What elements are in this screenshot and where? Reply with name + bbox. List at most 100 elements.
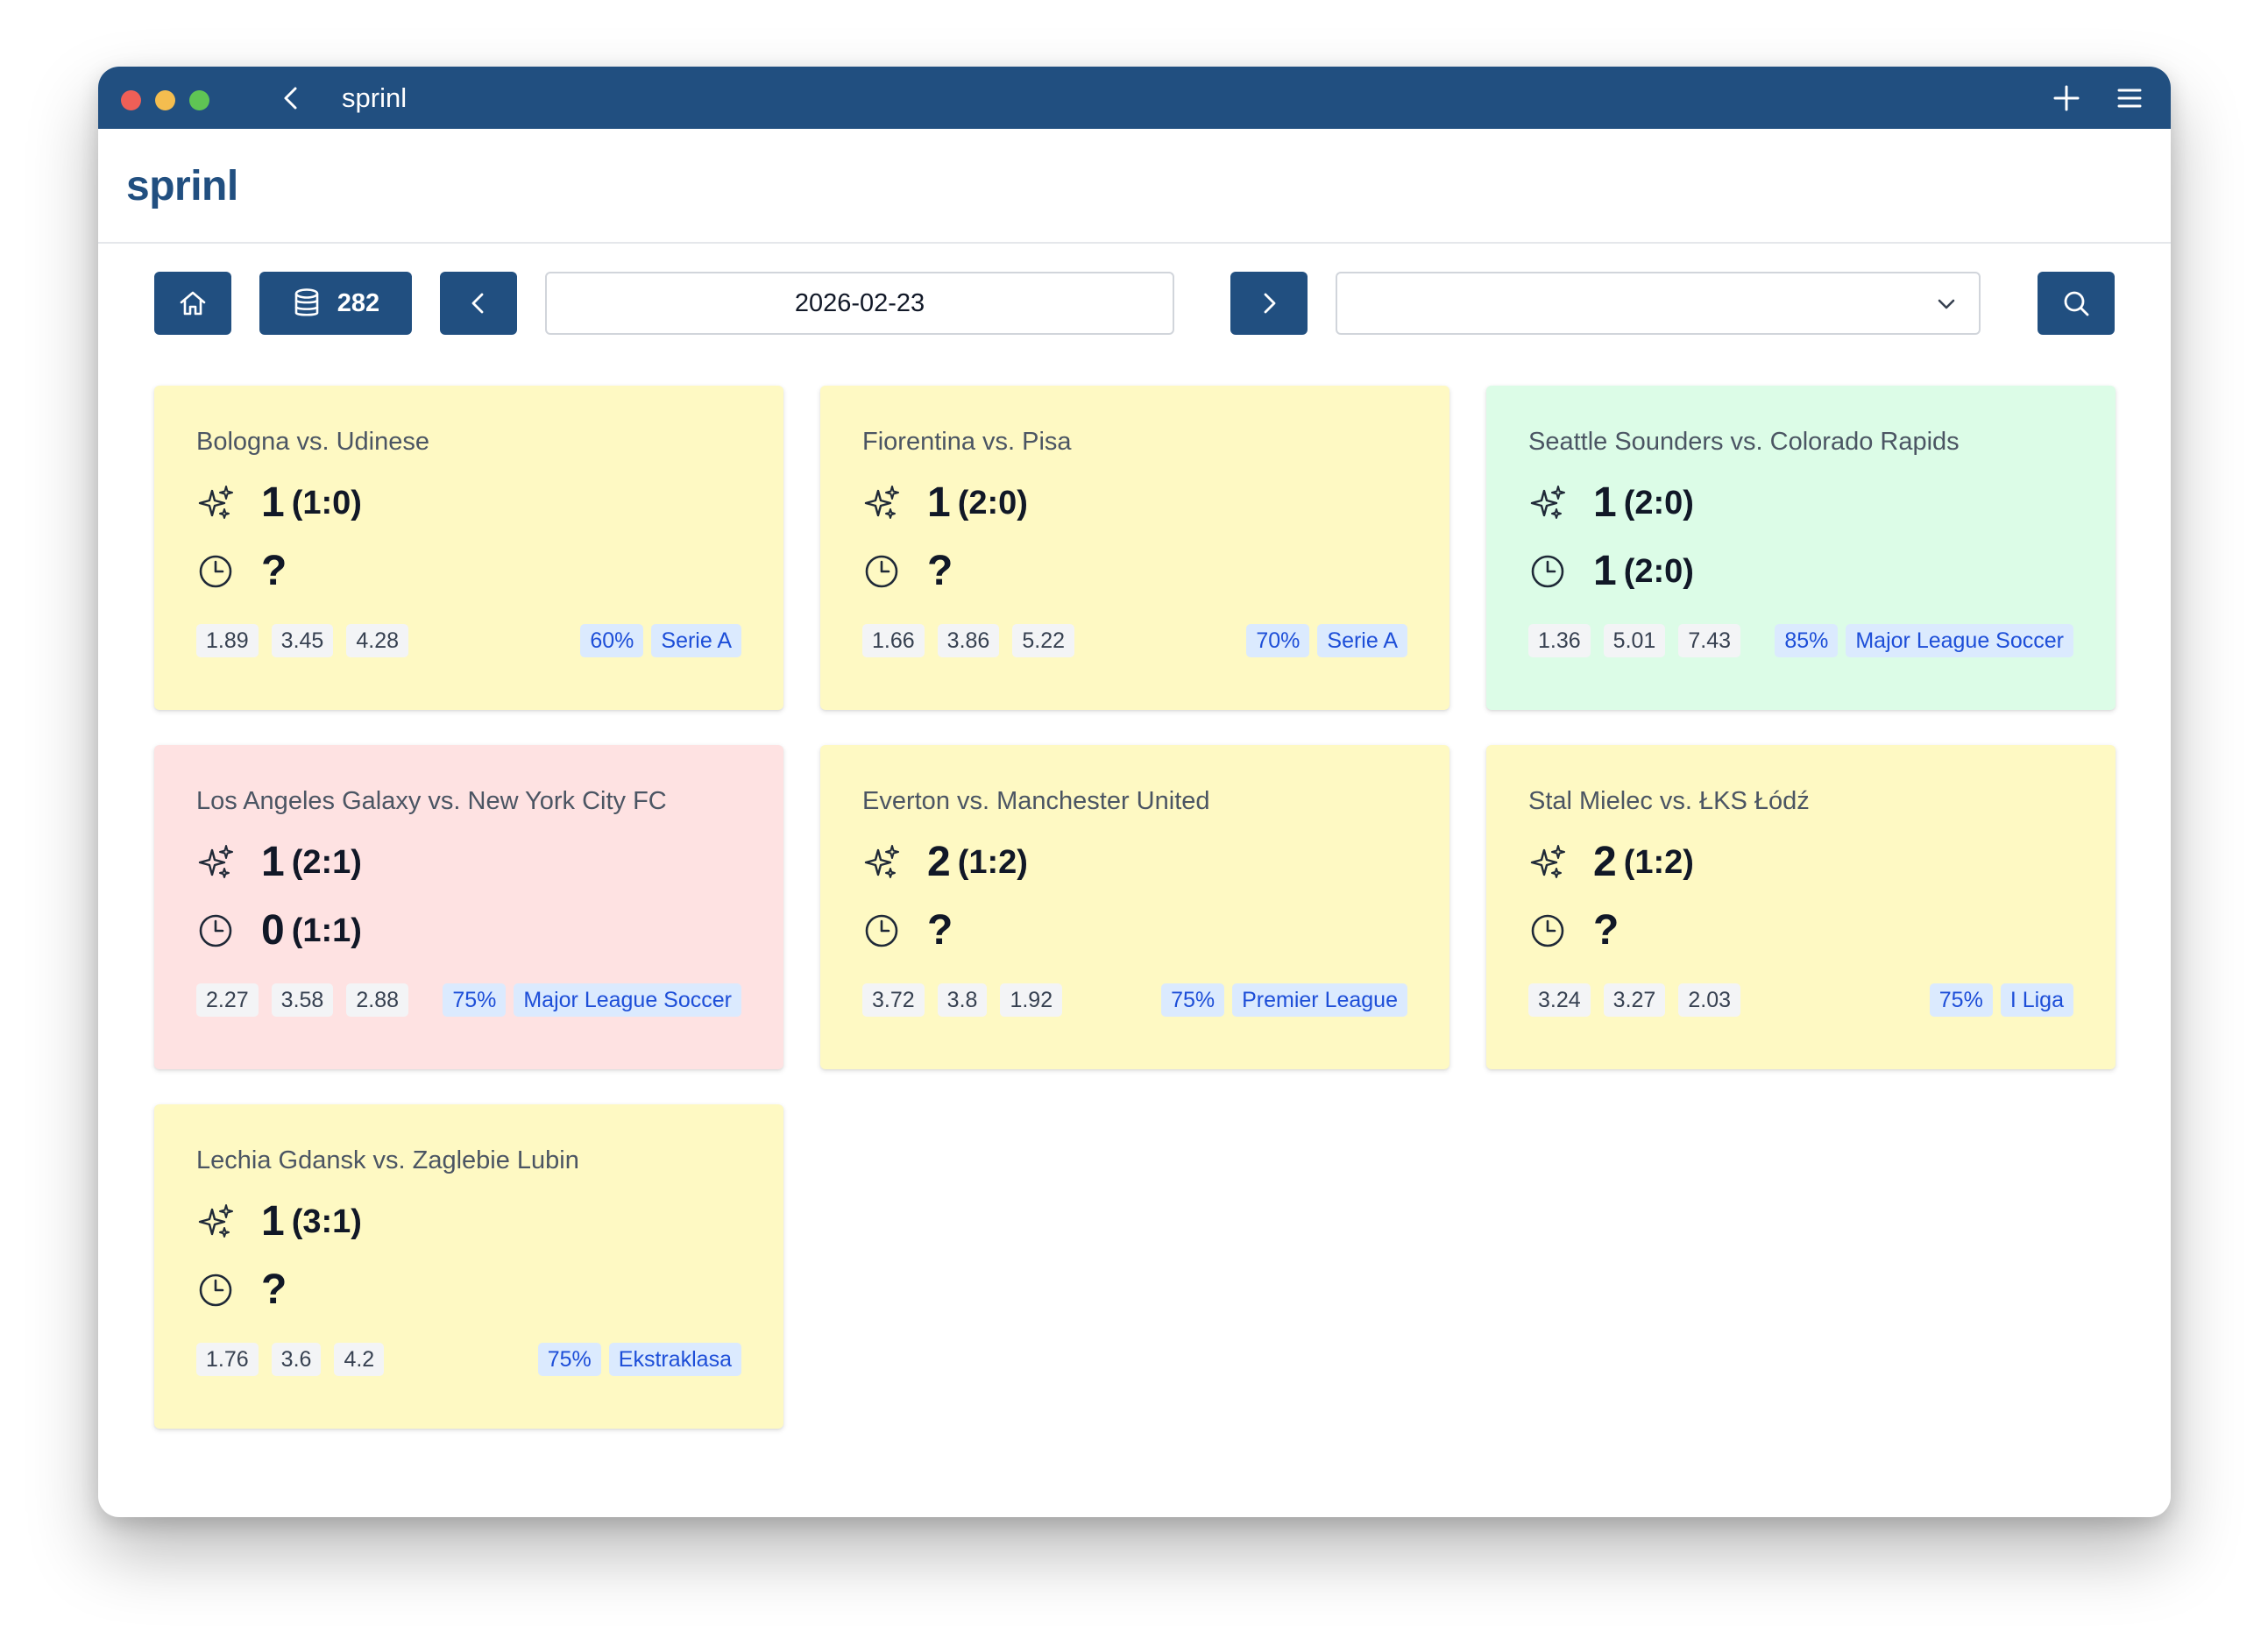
result-row: ? [196, 1269, 294, 1311]
next-day-button[interactable] [1230, 272, 1308, 335]
match-card[interactable]: Everton vs. Manchester United 2 (1:2) ? … [820, 745, 1449, 1069]
confidence-badge: 70% [1246, 624, 1310, 657]
odds-value: 3.27 [1603, 983, 1666, 1017]
odds-list: 2.27 3.58 2.88 [196, 983, 422, 1017]
clock-icon [199, 1274, 232, 1307]
clock-icon [199, 914, 232, 947]
tag-list: 75% I Liga [1922, 983, 2073, 1017]
search-icon [2064, 291, 2089, 316]
prediction-outcome: 2 [927, 839, 951, 885]
odds-list: 3.24 3.27 2.03 [1528, 983, 1754, 1017]
chevron-down-icon [1938, 299, 1955, 309]
database-icon [294, 288, 319, 316]
odds-value: 4.2 [334, 1343, 385, 1376]
result-row: 0 (1:1) [196, 910, 362, 952]
prediction-score: (2:0) [1623, 485, 1694, 521]
prediction-row: 2 (1:2) [862, 841, 1028, 883]
odds-value: 2.88 [346, 983, 409, 1017]
match-card[interactable]: Stal Mielec vs. ŁKS Łódź 2 (1:2) ? 3.24 3… [1486, 745, 2116, 1069]
match-card[interactable]: Seattle Sounders vs. Colorado Rapids 1 (… [1486, 386, 2116, 710]
league-badge[interactable]: Ekstraklasa [608, 1343, 741, 1376]
prediction-score: (3:1) [291, 1203, 362, 1240]
result-outcome: 0 [261, 907, 285, 954]
league-badge[interactable]: I Liga [2000, 983, 2073, 1017]
odds-value: 2.27 [196, 983, 259, 1017]
result-row: ? [1528, 910, 1626, 952]
league-select[interactable] [1336, 272, 1981, 335]
confidence-badge: 75% [1929, 983, 1993, 1017]
prediction-row: 1 (2:0) [862, 482, 1028, 524]
tag-list: 60% Serie A [572, 624, 741, 657]
prediction-row: 1 (3:1) [196, 1201, 362, 1243]
app-logo[interactable]: sprinl [126, 163, 238, 209]
prediction-row: 1 (1:0) [196, 482, 362, 524]
odds-value: 3.24 [1528, 983, 1591, 1017]
search-button[interactable] [2038, 272, 2115, 335]
prediction-outcome: 1 [1593, 479, 1617, 526]
result-score: (1:1) [291, 912, 362, 949]
odds-value: 4.28 [346, 624, 409, 657]
clock-icon [1531, 914, 1564, 947]
odds-list: 1.89 3.45 4.28 [196, 624, 422, 657]
back-icon[interactable] [278, 84, 306, 112]
sparkles-icon [1530, 845, 1565, 878]
title-bar: sprinl [98, 67, 2171, 129]
browser-window: sprinl sprinl 282 Bol [98, 67, 2171, 1517]
match-card[interactable]: Lechia Gdansk vs. Zaglebie Lubin 1 (3:1)… [154, 1104, 783, 1429]
league-badge[interactable]: Major League Soccer [1846, 624, 2073, 657]
minimize-window-button[interactable] [155, 90, 175, 110]
clock-icon [865, 555, 898, 588]
match-card[interactable]: Bologna vs. Udinese 1 (1:0) ? 1.89 3.45 4.… [154, 386, 783, 710]
league-badge[interactable]: Serie A [651, 624, 741, 657]
match-title: Everton vs. Manchester United [862, 787, 1210, 815]
zoom-window-button[interactable] [189, 90, 209, 110]
prediction-score: (1:2) [957, 844, 1028, 881]
previous-day-button[interactable] [440, 272, 517, 335]
prediction-outcome: 2 [1593, 839, 1617, 885]
sparkles-icon [198, 486, 233, 519]
sparkles-icon [864, 486, 899, 519]
odds-value: 1.36 [1528, 624, 1591, 657]
prediction-score: (2:0) [957, 485, 1028, 521]
odds-list: 3.72 3.8 1.92 [862, 983, 1075, 1017]
league-badge[interactable]: Serie A [1317, 624, 1407, 657]
odds-list: 1.76 3.6 4.2 [196, 1343, 397, 1376]
home-button[interactable] [154, 272, 231, 335]
plus-icon[interactable] [2052, 83, 2081, 113]
odds-list: 1.36 5.01 7.43 [1528, 624, 1754, 657]
tag-list: 75% Ekstraklasa [530, 1343, 741, 1376]
result-row: ? [862, 550, 960, 592]
match-card[interactable]: Fiorentina vs. Pisa 1 (2:0) ? 1.66 3.86 5.… [820, 386, 1449, 710]
date-input[interactable] [545, 272, 1174, 335]
odds-value: 1.89 [196, 624, 259, 657]
clock-icon [199, 555, 232, 588]
result-outcome: ? [1593, 907, 1619, 954]
odds-value: 1.76 [196, 1343, 259, 1376]
sparkles-icon [1530, 486, 1565, 519]
close-window-button[interactable] [121, 90, 141, 110]
prediction-row: 2 (1:2) [1528, 841, 1694, 883]
confidence-badge: 75% [1161, 983, 1225, 1017]
league-badge[interactable]: Major League Soccer [514, 983, 741, 1017]
hamburger-menu-icon[interactable] [2115, 83, 2144, 113]
clock-icon [865, 914, 898, 947]
prediction-outcome: 1 [261, 1198, 285, 1245]
match-title: Los Angeles Galaxy vs. New York City FC [196, 787, 667, 815]
prediction-score: (2:1) [291, 844, 362, 881]
app-header: sprinl [98, 129, 2171, 244]
league-badge[interactable]: Premier League [1232, 983, 1407, 1017]
match-title: Bologna vs. Udinese [196, 428, 429, 456]
odds-value: 3.8 [937, 983, 988, 1017]
chevron-left-icon [471, 293, 484, 314]
database-count-button[interactable]: 282 [259, 272, 412, 335]
odds-value: 3.86 [937, 624, 1000, 657]
match-card[interactable]: Los Angeles Galaxy vs. New York City FC … [154, 745, 783, 1069]
result-outcome: ? [261, 548, 287, 594]
confidence-badge: 85% [1775, 624, 1839, 657]
odds-value: 5.22 [1012, 624, 1075, 657]
result-outcome: ? [927, 548, 953, 594]
odds-value: 3.45 [271, 624, 334, 657]
match-title: Stal Mielec vs. ŁKS Łódź [1528, 787, 1810, 815]
result-outcome: ? [261, 1266, 287, 1313]
result-outcome: 1 [1593, 548, 1617, 594]
